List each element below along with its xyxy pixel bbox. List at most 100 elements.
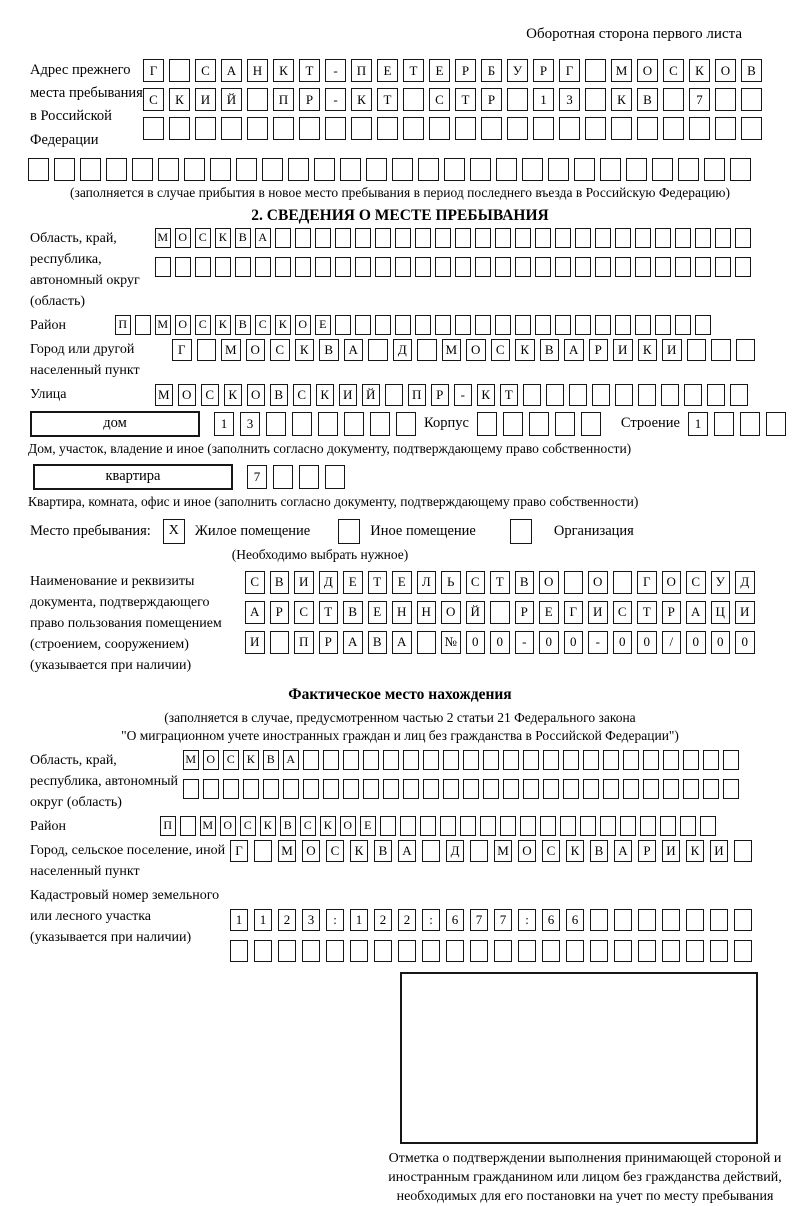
char-cell: №	[441, 630, 461, 654]
stay-type-field: Место пребывания: X Жилое помещение Иное…	[30, 518, 800, 544]
char-cell	[335, 314, 351, 335]
char-cell	[515, 256, 531, 277]
char-cell	[28, 157, 49, 181]
char-cell: С	[245, 570, 265, 594]
char-cell: П	[294, 630, 314, 654]
char-cell: К	[351, 88, 372, 111]
char-cell	[195, 256, 211, 277]
char-cell	[563, 778, 579, 799]
char-cell	[663, 88, 684, 111]
char-cell	[377, 117, 398, 140]
char-cell: М	[155, 383, 173, 406]
char-cell: С	[300, 815, 316, 836]
char-cell: С	[612, 600, 632, 624]
char-cell	[734, 908, 752, 931]
char-cell: К	[320, 815, 336, 836]
char-cell	[380, 815, 396, 836]
char-cell	[566, 939, 584, 962]
char-cell	[600, 815, 616, 836]
char-cell	[460, 815, 476, 836]
char-cell: -	[325, 59, 346, 82]
char-cell	[383, 749, 399, 770]
char-cell	[335, 227, 351, 248]
char-cell: А	[392, 630, 412, 654]
char-cell	[495, 314, 511, 335]
char-cell	[395, 256, 411, 277]
char-cell: О	[715, 59, 736, 82]
char-cell	[528, 411, 549, 436]
region-row-2	[155, 256, 751, 277]
char-cell: Г	[637, 570, 657, 594]
char-cell: О	[295, 314, 311, 335]
stroenie-label: Строение	[620, 415, 680, 432]
char-cell	[655, 256, 671, 277]
apartment-note: Квартира, комната, офис и иное (заполнит…	[28, 493, 639, 509]
char-cell	[559, 117, 580, 140]
char-cell: Р	[588, 338, 608, 361]
char-cell	[643, 749, 659, 770]
char-cell: И	[588, 600, 608, 624]
char-cell: С	[542, 839, 560, 862]
char-cell	[325, 117, 346, 140]
char-cell: Р	[431, 383, 449, 406]
char-cell	[507, 117, 528, 140]
char-cell: П	[160, 815, 176, 836]
document-label: Наименование и реквизиты документа, подт…	[30, 573, 222, 673]
char-cell: 2	[374, 908, 392, 931]
char-cell	[637, 117, 658, 140]
char-cell	[480, 815, 496, 836]
street-label: Улица	[30, 386, 67, 402]
char-cell: Е	[539, 600, 559, 624]
char-cell: А	[255, 227, 271, 248]
char-cell: А	[343, 630, 363, 654]
char-cell	[574, 157, 595, 181]
char-cell	[295, 256, 311, 277]
char-cell	[643, 778, 659, 799]
char-cell: 3	[559, 88, 580, 111]
char-cell: С	[195, 227, 211, 248]
char-cell	[723, 778, 739, 799]
char-cell: А	[564, 338, 584, 361]
char-cell: В	[367, 630, 387, 654]
char-cell: В	[280, 815, 296, 836]
char-cell	[575, 256, 591, 277]
char-cell	[535, 256, 551, 277]
char-cell	[683, 749, 699, 770]
char-cell: П	[351, 59, 372, 82]
char-cell: 1	[350, 908, 368, 931]
stay-option-organization-label: Организация	[553, 522, 634, 539]
char-cell	[169, 117, 190, 140]
char-cell: В	[514, 570, 534, 594]
char-cell: Д	[446, 839, 464, 862]
char-cell: С	[270, 338, 290, 361]
char-cell	[203, 778, 219, 799]
apartment-box: квартира	[33, 463, 233, 490]
char-cell: Т	[367, 570, 387, 594]
char-cell: О	[247, 383, 265, 406]
char-cell	[221, 117, 242, 140]
char-cell	[583, 749, 599, 770]
char-cell	[184, 157, 205, 181]
char-cell	[662, 939, 680, 962]
char-cell: Й	[465, 600, 485, 624]
char-cell	[704, 157, 725, 181]
char-cell: Ц	[710, 600, 730, 624]
char-cell	[683, 778, 699, 799]
char-cell	[638, 908, 656, 931]
char-cell: С	[490, 338, 510, 361]
char-cell: С	[143, 88, 164, 111]
char-cell	[603, 749, 619, 770]
char-cell: Е	[360, 815, 376, 836]
char-cell: 1	[687, 411, 708, 436]
char-cell: П	[408, 383, 426, 406]
char-cell	[255, 256, 271, 277]
char-cell: 0	[490, 630, 510, 654]
char-cell	[283, 778, 299, 799]
char-cell	[703, 749, 719, 770]
cadastral-row-2	[230, 939, 752, 962]
prev-address-block: Адрес прежнего места пребывания в Россий…	[30, 59, 762, 152]
